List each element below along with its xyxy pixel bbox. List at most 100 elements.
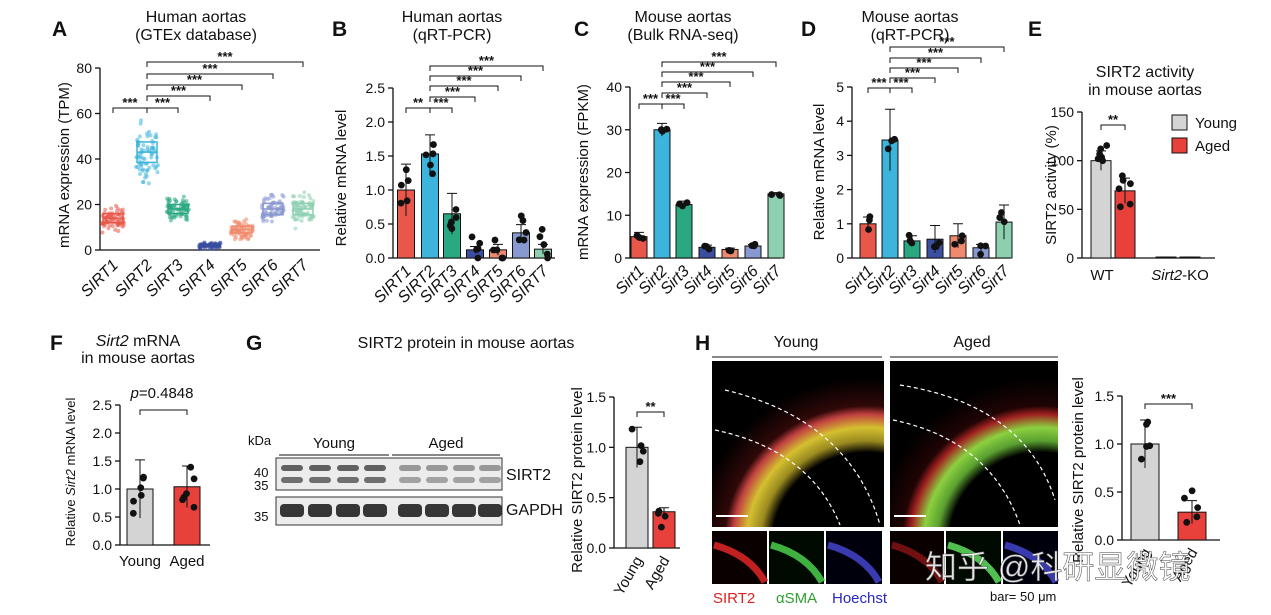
panel-b-tick-label: 1.5	[366, 148, 386, 164]
panel-c-sig-bracket	[661, 92, 708, 98]
panel-a-data-point	[269, 213, 274, 218]
panel-a-data-point	[306, 193, 311, 198]
panel-a-data-point	[137, 159, 142, 164]
blot-sirt2-band-upper	[281, 465, 303, 471]
blot-sirt2-band-upper	[426, 465, 448, 471]
blot-young-label: Young	[313, 435, 355, 452]
panel-a-data-point	[145, 145, 150, 150]
blot-sirt2-label: SIRT2	[506, 467, 551, 484]
thumb-aged-asma-signal	[947, 541, 1003, 584]
panel-h-data-point	[1183, 518, 1191, 526]
panel-a-data-point	[297, 211, 302, 216]
blot-gapdh-band	[363, 504, 387, 517]
panel-c-tick-label: 20	[606, 165, 622, 181]
panel-a-sig-label: ***	[187, 72, 203, 87]
panel-b-data-point	[404, 177, 412, 185]
panel-a-data-point	[293, 226, 298, 231]
blot-sirt2-band-upper	[399, 465, 421, 471]
panel-c-sig-label: ***	[665, 91, 681, 106]
panel-g-data-point	[657, 523, 665, 531]
panel-a-data-point	[181, 194, 186, 199]
panel-a-data-point	[273, 210, 278, 215]
panel-a-data-point	[230, 228, 235, 233]
panel-d-tick-label: 1	[836, 216, 844, 232]
panel-a-sig-bracket	[146, 107, 179, 113]
blot-sirt2-band-lower	[364, 477, 386, 483]
panel-h-data-point	[1143, 443, 1150, 450]
blot-gapdh-band	[452, 504, 476, 517]
panel-e-sig-label: **	[1108, 112, 1119, 127]
panel-a-data-point	[138, 171, 143, 176]
panel-a-data-point	[100, 230, 105, 235]
blot-sirt2-band-upper	[337, 465, 359, 471]
blot-gapdh-label: GAPDH	[506, 502, 563, 519]
panel-a-data-point	[296, 207, 301, 212]
blot-sirt2-band-upper	[453, 465, 475, 471]
panel-a-data-point	[307, 201, 312, 206]
panel-d-data-point	[958, 237, 965, 245]
panel-a-data-point	[269, 206, 274, 211]
panel-a-data-point	[113, 216, 118, 221]
panel-a-tick-label: 60	[76, 106, 92, 122]
panel-a-data-point	[182, 200, 187, 205]
panel-d-tick-label: 5	[836, 79, 844, 95]
panel-a-data-point	[302, 204, 307, 209]
thumb-young-hoechst-signal	[827, 541, 883, 584]
panel-a-data-point	[145, 131, 150, 136]
panel-a-data-point	[141, 180, 146, 185]
panel-h-data-point	[1138, 455, 1145, 463]
panel-a-data-point	[292, 204, 297, 209]
blot-sirt2-band-lower	[309, 477, 331, 483]
panel-a-sig-bracket	[146, 61, 304, 67]
panel-d: D Mouse aortas (qRT-PCR) Relative mRNA l…	[801, 9, 1014, 298]
panel-a-data-point	[154, 155, 159, 160]
panel-a-data-point	[165, 196, 170, 201]
panel-h-data-point	[1194, 504, 1202, 511]
panel-d-data-point	[998, 209, 1005, 216]
panel-f-tick-label: 0.5	[93, 509, 113, 525]
panel-f-tick-label: 2.5	[93, 397, 113, 413]
panel-b-data-point	[397, 199, 405, 207]
panel-d-sig-label: ***	[939, 34, 955, 49]
thumb-young-sirt2-signal	[713, 541, 769, 584]
panel-b-data-point	[536, 233, 544, 241]
panel-a-sig-label: ***	[171, 83, 187, 98]
panel-d-sig-label: ***	[905, 65, 921, 80]
panel-a-data-point	[143, 161, 148, 166]
panel-c-sig-label: ***	[677, 80, 693, 95]
panel-h-ylabel: Relative SIRT2 protein level	[1070, 377, 1087, 563]
panel-f-title-gene: Sirt2	[96, 333, 129, 350]
panel-h-sig-bracket	[1144, 403, 1193, 409]
panel-d-axes: 012345Sirt1Sirt2Sirt3Sirt4Sirt5Sirt6Sirt…	[836, 34, 1013, 298]
panel-h-data-point	[1143, 420, 1150, 428]
panel-b-sig-label: **	[413, 95, 424, 110]
panel-a-tick-label: 0	[84, 242, 92, 258]
panel-a-data-point	[240, 222, 245, 227]
panel-b-data-point	[397, 181, 405, 189]
panel-a-sig-bracket	[146, 95, 211, 101]
panel-a-data-point	[180, 212, 185, 217]
panel-a-data-point	[250, 223, 255, 228]
panel-f-data-point	[190, 475, 198, 483]
blot-gapdh-band	[280, 504, 304, 517]
panel-f-title-line1: Sirt2 mRNA	[96, 333, 181, 350]
panel-f-data-point	[187, 463, 195, 471]
panel-a-significance: *** ***************	[112, 49, 304, 113]
panel-b-data-point	[474, 254, 482, 262]
panel-c-letter: C	[574, 18, 589, 41]
panel-b-sig-bracket	[429, 75, 522, 81]
panel-d-title-line1: Mouse aortas	[862, 9, 959, 26]
blot-sirt2-bands	[281, 465, 501, 483]
panel-d-sig-bracket	[889, 77, 936, 83]
panel-b-data-point	[403, 197, 411, 205]
panel-a-data-point	[280, 192, 285, 197]
panel-h-letter: H	[695, 332, 710, 355]
scalebar-label: bar= 50 μm	[990, 589, 1056, 604]
panel-a-data-point	[137, 167, 142, 172]
panel-f-tick-label: 1.5	[93, 453, 113, 469]
panel-a-data-point	[308, 205, 313, 210]
panel-b-tick-label: 0.0	[366, 250, 386, 266]
panel-f-data-point	[183, 490, 190, 498]
panel-f-data-point	[190, 503, 198, 511]
panel-a-data-point	[311, 201, 316, 206]
